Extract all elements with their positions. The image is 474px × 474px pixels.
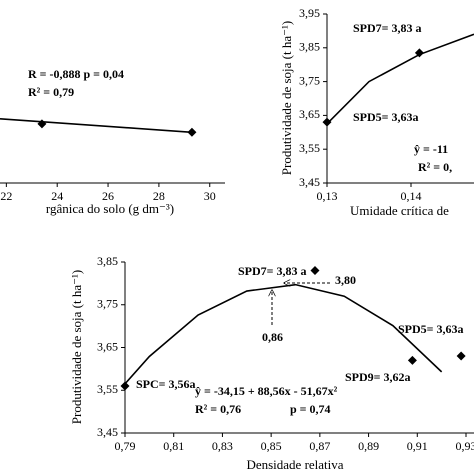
x-tick-label: 30 [204,189,216,203]
x-tick-label: 0,87 [309,439,330,453]
annotation: SPD7= 3,83 a [353,21,422,35]
x-tick-label: 22 [0,189,12,203]
x-tick-label: 0,14 [401,189,422,203]
annotation: SPD5= 3,63a [353,110,419,124]
annotation: R² = 0,76 [195,402,241,416]
y-tick-label: 3,65 [299,107,320,121]
annotation: p = 0,74 [290,402,331,416]
point [310,266,320,276]
point [37,119,47,129]
x-tick-label: 0,93 [456,439,474,453]
point [322,117,332,127]
fit-line [124,283,443,385]
panel: 22 24 26 28 30 rgânica do solo (g dm⁻³) R = -0… [0,67,225,216]
panel: 0,79 0,81 0,83 0,85 0,87 0,89 0,91 0,93 3,45 3,55… [69,254,474,472]
x-axis-label: Umidade crítica de [350,203,449,218]
y-tick-label: 3,75 [299,73,320,87]
annotation: ŷ = -34,15 + 88,56x - 51,67x² [195,384,338,398]
x-tick-label: 28 [153,189,165,203]
y-tick-label: 3,55 [97,382,118,396]
x-tick-label: 0,91 [407,439,428,453]
annotation: 0,86 [262,330,283,344]
annotation: SPD9= 3,62a [345,370,411,384]
annotation: ŷ = -11 [414,142,448,156]
x-tick-label: 26 [102,189,114,203]
y-tick-label: 3,75 [97,297,118,311]
x-axis-label: rgânica do solo (g dm⁻³) [46,201,174,216]
annotation: R = -0,888 p = 0,04 [28,67,124,81]
annotation: R² = 0, [418,160,452,174]
x-tick-label: 0,81 [163,439,184,453]
annotation: 3,80 [335,273,356,287]
annotation: SPC= 3,56a [136,377,196,391]
fit-line [0,117,193,134]
x-tick-label: 0,13 [317,189,338,203]
x-tick-label: 24 [51,189,63,203]
y-tick-label: 3,85 [97,254,118,268]
point [414,48,424,58]
y-tick-label: 3,95 [299,6,320,20]
fit-line [326,33,474,125]
point [407,355,417,365]
point [120,381,130,391]
x-tick-label: 0,89 [358,439,379,453]
y-tick-label: 3,45 [97,425,118,439]
x-axis-label: Densidade relativa [246,457,343,472]
panel: 0,13 0,14 3,45 3,55 3,65 3,75 3,85 3,95 Umidade … [279,6,474,218]
x-tick-label: 0,79 [115,439,136,453]
y-tick-label: 3,65 [97,339,118,353]
x-tick-label: 0,85 [261,439,282,453]
y-tick-label: 3,45 [299,175,320,189]
annotation: SPD5= 3,63a [398,322,464,336]
y-axis-label: Produtividade de soja (t ha⁻¹) [279,21,294,175]
y-axis-label: Produtividade de soja (t ha⁻¹) [69,270,84,424]
point [187,127,197,137]
y-tick-label: 3,85 [299,40,320,54]
y-tick-label: 3,55 [299,141,320,155]
annotation: SPD7= 3,83 a [238,264,307,278]
annotation: R² = 0,79 [28,85,74,99]
point [456,351,466,361]
x-tick-label: 0,83 [212,439,233,453]
